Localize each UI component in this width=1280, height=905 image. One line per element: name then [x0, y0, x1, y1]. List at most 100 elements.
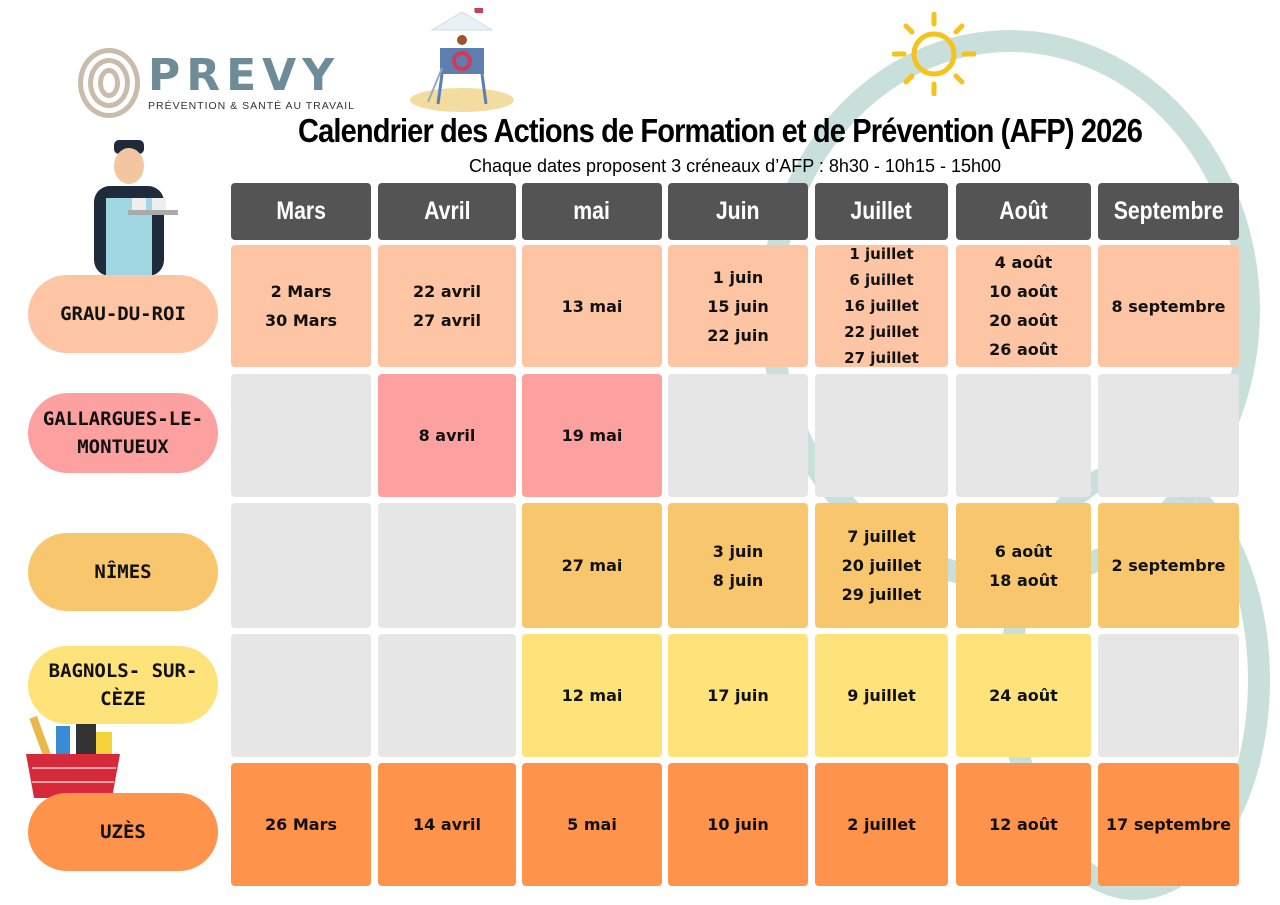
calendar-cell: 10 juin: [668, 763, 808, 886]
city-label: UZÈS: [28, 793, 218, 871]
month-label: mai: [573, 197, 611, 225]
calendar-cell: 3 juin 8 juin: [668, 503, 808, 628]
date-entry: 19 mai: [561, 426, 623, 445]
calendar-cell: 2 septembre: [1098, 503, 1239, 628]
date-entry: 8 avril: [418, 426, 476, 445]
calendar-cell: [378, 503, 516, 628]
shopping-basket-illustration: [26, 715, 120, 798]
date-entry: 15 juin: [707, 296, 769, 316]
date-entry: 12 mai: [561, 686, 623, 705]
logo-tagline: PRÉVENTION & SANTÉ AU TRAVAIL: [148, 100, 355, 112]
date-entry: 3 juin: [712, 541, 764, 561]
calendar-cell: [231, 503, 371, 628]
date-entry: 1 juin: [712, 267, 764, 287]
calendar-cell: 17 septembre: [1098, 763, 1239, 886]
city-label: GRAU-DU-ROI: [28, 275, 218, 353]
date-entry: 16 juillet: [844, 297, 919, 315]
city-label: GALLARGUES-LE-MONTUEUX: [28, 393, 218, 473]
prevy-logo: PREVY PRÉVENTION & SANTÉ AU TRAVAIL: [78, 48, 355, 118]
month-label: Avril: [423, 197, 471, 225]
month-header-2: mai: [522, 183, 662, 240]
date-entry: 2 Mars: [270, 282, 332, 301]
calendar-cell: 12 août: [956, 763, 1091, 886]
calendar-cell: 6 août 18 août: [956, 503, 1091, 628]
city-name: GRAU-DU-ROI: [60, 303, 186, 325]
date-entry: 22 juin: [707, 325, 769, 345]
calendar-cell: 8 septembre: [1098, 245, 1239, 367]
date-entry: 18 août: [989, 570, 1058, 590]
date-entry: 27 mai: [561, 556, 623, 575]
month-label: Juillet: [850, 197, 913, 225]
month-label: Mars: [276, 197, 326, 225]
calendar-cell: 1 juillet 6 juillet 16 juillet 22 juillet 27…: [815, 245, 948, 367]
calendar-cell: [1098, 374, 1239, 497]
sun-illustration: [892, 12, 976, 96]
date-entry: 8 juin: [712, 570, 764, 590]
month-header-6: Septembre: [1098, 183, 1239, 240]
date-entry: 26 août: [989, 340, 1058, 359]
calendar-cell: 9 juillet: [815, 634, 948, 757]
fingerprint-icon: [78, 48, 140, 118]
calendar-cell: 8 avril: [378, 374, 516, 497]
date-entry: 1 juillet: [849, 245, 914, 263]
calendar-cell: 19 mai: [522, 374, 662, 497]
date-entry: 29 juillet: [841, 585, 922, 604]
month-header-3: Juin: [668, 183, 808, 240]
date-entry: 9 juillet: [847, 686, 916, 705]
calendar-cell: 12 mai: [522, 634, 662, 757]
date-entry: 27 juillet: [844, 349, 919, 367]
calendar-cell: 22 avril 27 avril: [378, 245, 516, 367]
month-label: Août: [999, 197, 1048, 225]
date-entry: 12 août: [989, 815, 1058, 834]
month-header-0: Mars: [231, 183, 371, 240]
calendar-cell: 17 juin: [668, 634, 808, 757]
calendar-cell: [378, 634, 516, 757]
calendar-cell: 7 juillet 20 juillet 29 juillet: [815, 503, 948, 628]
date-entry: 20 août: [989, 311, 1058, 330]
calendar-cell: [668, 374, 808, 497]
page-subtitle: Chaque dates proposent 3 créneaux d’AFP …: [468, 156, 1002, 176]
date-entry: 20 juillet: [841, 556, 922, 575]
calendar-cell: 24 août: [956, 634, 1091, 757]
city-name: UZÈS: [100, 821, 146, 843]
date-entry: 10 août: [989, 282, 1058, 301]
calendar-cell: 1 juin 15 juin 22 juin: [668, 245, 808, 367]
calendar-cell: 4 août 10 août 20 août 26 août: [956, 245, 1091, 367]
date-entry: 27 avril: [413, 311, 481, 330]
month-label: Juin: [716, 197, 760, 225]
date-entry: 2 septembre: [1111, 556, 1226, 575]
waiter-illustration: [94, 140, 178, 276]
city-label: NÎMES: [28, 533, 218, 611]
city-name: NÎMES: [94, 561, 152, 583]
calendar-cell: 2 juillet: [815, 763, 948, 886]
month-header-1: Avril: [378, 183, 516, 240]
date-entry: 22 avril: [413, 282, 481, 301]
calendar-cell: [815, 374, 948, 497]
calendar-cell: 13 mai: [522, 245, 662, 367]
date-entry: 6 août: [994, 541, 1053, 561]
calendar-cell: 14 avril: [378, 763, 516, 886]
date-entry: 8 septembre: [1111, 296, 1226, 316]
date-entry: 22 juillet: [844, 323, 919, 341]
calendar-cell: [1098, 634, 1239, 757]
calendar-cell: 2 Mars 30 Mars: [231, 245, 371, 367]
calendar-cell: 27 mai: [522, 503, 662, 628]
date-entry: 5 mai: [567, 815, 617, 834]
month-header-4: Juillet: [815, 183, 948, 240]
date-entry: 17 juin: [707, 686, 769, 705]
city-name: GALLARGUES-LE-MONTUEUX: [42, 408, 204, 458]
month-header-5: Août: [956, 183, 1091, 240]
calendar-cell: 26 Mars: [231, 763, 371, 886]
date-entry: 6 juillet: [849, 271, 914, 289]
date-entry: 13 mai: [561, 296, 623, 316]
calendar-cell: [231, 374, 371, 497]
date-entry: 2 juillet: [847, 815, 916, 834]
date-entry: 17 septembre: [1105, 815, 1232, 834]
date-entry: 4 août: [994, 253, 1053, 272]
page-title: Calendrier des Actions de Formation et d…: [298, 112, 1143, 149]
date-entry: 30 Mars: [265, 311, 337, 330]
date-entry: 26 Mars: [265, 815, 337, 834]
calendar-cell: [231, 634, 371, 757]
month-label: Septembre: [1113, 197, 1224, 225]
lifeguard-tower-illustration: [410, 8, 514, 112]
